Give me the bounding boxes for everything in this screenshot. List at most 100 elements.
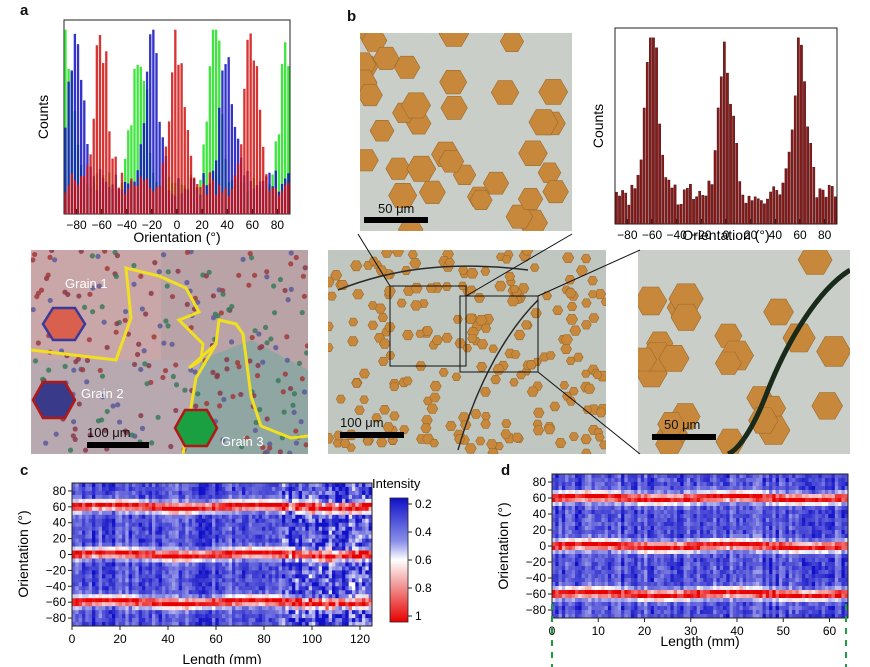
histogram-bar <box>177 64 180 215</box>
histogram-bar <box>64 29 67 215</box>
heatmap-cell <box>348 618 353 623</box>
heatmap-d-cells <box>552 474 849 619</box>
heatmap-cell <box>285 483 290 488</box>
heatmap-cell <box>581 478 586 483</box>
heatmap-cell <box>205 558 210 563</box>
heatmap-cell <box>245 558 250 563</box>
heatmap-cell <box>198 522 203 528</box>
heatmap-cell <box>192 518 196 524</box>
heatmap-cell <box>561 606 566 611</box>
heatmap-cell <box>325 550 330 555</box>
heatmap-cell <box>305 514 310 520</box>
heatmap-cell <box>178 522 183 528</box>
heatmap-cell <box>108 602 113 607</box>
heatmap-cell <box>604 482 609 487</box>
heatmap-cell <box>208 490 213 496</box>
heatmap-cell <box>617 486 622 491</box>
heatmap-cell <box>198 618 203 623</box>
heatmap-cell <box>195 574 200 579</box>
heatmap-cell <box>115 483 120 488</box>
heatmap-cell <box>118 614 123 619</box>
heatmap-cell <box>348 502 353 508</box>
heatmap-cell <box>232 562 236 567</box>
hexagon-crystal <box>560 344 572 354</box>
heatmap-cell <box>355 502 360 508</box>
heatmap-cell <box>315 550 320 555</box>
heatmap-cell <box>188 598 193 603</box>
heatmap-cell <box>558 506 563 511</box>
heatmap-cell <box>238 566 243 571</box>
heatmap-cell <box>581 490 586 495</box>
heatmap-cell <box>368 522 373 528</box>
heatmap-cell <box>235 498 240 504</box>
heatmap-cell <box>588 490 592 495</box>
heatmap-cell <box>168 578 173 583</box>
heatmap-cell <box>215 598 220 603</box>
heatmap-cell <box>88 618 93 623</box>
heatmap-cell <box>205 598 210 603</box>
heatmap-cell <box>188 490 193 496</box>
histogram-bar <box>747 195 751 225</box>
heatmap-cell <box>571 534 576 539</box>
heatmap-cell <box>318 526 323 532</box>
heatmap-cell <box>355 618 360 623</box>
heatmap-cell <box>568 502 573 507</box>
heatmap-cell <box>128 510 133 516</box>
heatmap-cell <box>614 606 619 611</box>
heatmap-cell <box>205 550 210 555</box>
heatmap-cell <box>292 574 296 579</box>
heatmap-cell <box>591 474 596 479</box>
heatmap-cell <box>182 602 186 607</box>
grain-dot <box>165 269 171 275</box>
heatmap-cell <box>102 610 106 615</box>
x-tick-label: 80 <box>257 632 271 646</box>
heatmap-cell <box>275 494 280 500</box>
heatmap-cell <box>352 618 356 623</box>
heatmap-cell <box>198 514 203 520</box>
heatmap-cell <box>198 554 203 559</box>
heatmap-cell <box>115 578 120 583</box>
heatmap-cell <box>232 483 236 488</box>
heatmap-cell <box>72 590 76 595</box>
histogram-bar <box>171 72 174 214</box>
heatmap-cell <box>588 494 592 499</box>
heatmap-cell <box>565 530 569 535</box>
histogram-bar <box>79 176 83 214</box>
heatmap-cell <box>362 602 366 607</box>
heatmap-cell <box>242 494 246 500</box>
heatmap-cell <box>561 490 566 495</box>
heatmap-cell <box>288 606 293 611</box>
heatmap-cell <box>362 506 366 512</box>
heatmap-cell <box>175 542 180 547</box>
heatmap-cell <box>78 570 83 575</box>
heatmap-cell <box>578 530 582 535</box>
grain-dot <box>110 403 116 409</box>
heatmap-cell <box>292 582 296 587</box>
heatmap-cell <box>72 542 76 547</box>
heatmap-cell <box>282 506 286 512</box>
heatmap-cell <box>325 558 330 563</box>
heatmap-cell <box>558 582 563 587</box>
heatmap-cell <box>168 562 173 567</box>
heatmap-cell <box>112 518 116 524</box>
heatmap-cell <box>198 602 203 607</box>
heatmap-cell <box>292 526 296 532</box>
heatmap-cell <box>328 566 333 571</box>
heatmap-cell <box>115 598 120 603</box>
heatmap-cell <box>265 610 270 615</box>
heatmap-cell <box>555 558 559 563</box>
heatmap-cell <box>142 570 146 575</box>
heatmap-cell <box>358 622 363 627</box>
heatmap-cell <box>142 538 146 543</box>
heatmap-cell <box>112 594 116 599</box>
heatmap-cell <box>358 610 363 615</box>
heatmap-cell <box>282 610 286 615</box>
heatmap-cell <box>182 614 186 619</box>
heatmap-cell <box>561 558 566 563</box>
heatmap-cell <box>78 618 83 623</box>
heatmap-cell <box>365 514 370 520</box>
heatmap-cell <box>325 602 330 607</box>
heatmap-cell <box>198 562 203 567</box>
heatmap-cell <box>318 554 323 559</box>
heatmap-cell <box>325 514 330 520</box>
